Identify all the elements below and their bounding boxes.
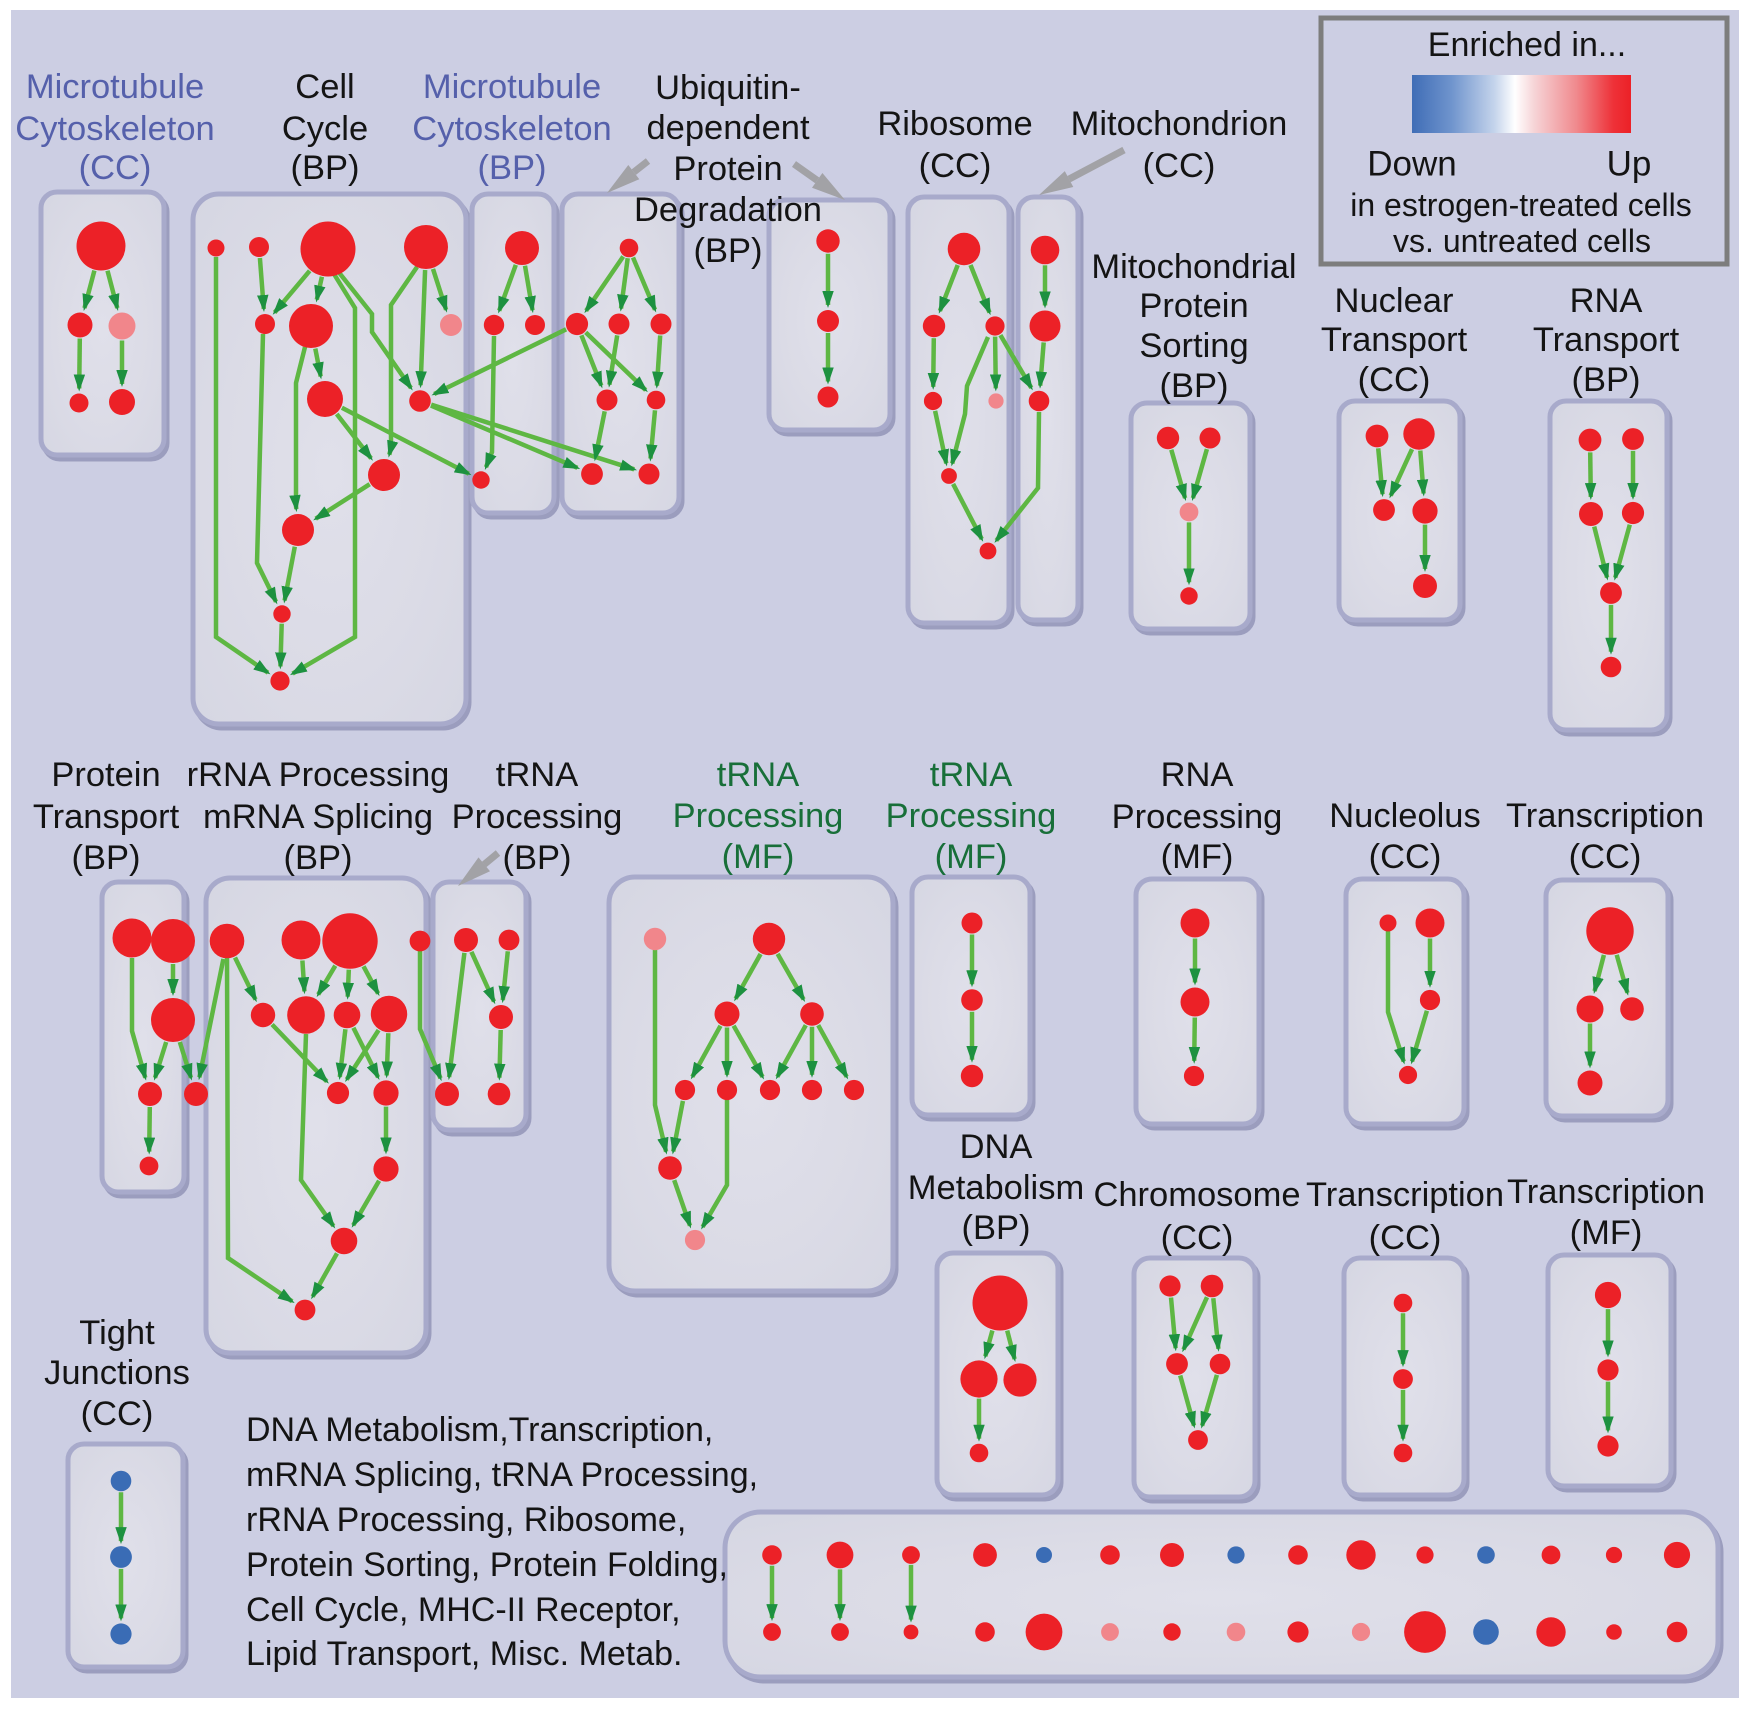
svg-text:(CC): (CC)	[1569, 838, 1642, 876]
svg-text:Cytoskeleton: Cytoskeleton	[15, 110, 214, 148]
svg-text:Microtubule: Microtubule	[26, 68, 204, 106]
svg-text:tRNA: tRNA	[717, 756, 799, 794]
svg-text:Transcription: Transcription	[1306, 1176, 1504, 1214]
svg-text:Ubiquitin-: Ubiquitin-	[655, 69, 801, 107]
svg-text:(BP): (BP)	[291, 149, 360, 187]
svg-text:(BP): (BP)	[694, 232, 763, 270]
svg-text:(CC): (CC)	[1143, 147, 1216, 185]
svg-text:(BP): (BP)	[503, 839, 572, 877]
svg-text:(BP): (BP)	[478, 149, 547, 187]
svg-text:RNA: RNA	[1570, 282, 1643, 320]
svg-text:DNA: DNA	[960, 1128, 1033, 1166]
svg-text:mRNA Splicing: mRNA Splicing	[203, 798, 433, 836]
svg-text:rRNA Processing: rRNA Processing	[187, 756, 450, 794]
svg-text:Ribosome: Ribosome	[877, 105, 1032, 143]
svg-text:dependent: dependent	[646, 109, 809, 147]
svg-text:Degradation: Degradation	[634, 191, 822, 229]
svg-text:Protein: Protein	[673, 150, 782, 188]
svg-text:(BP): (BP)	[72, 839, 141, 877]
svg-text:(CC): (CC)	[1358, 361, 1431, 399]
svg-text:Transport: Transport	[1533, 321, 1680, 359]
svg-text:Protein: Protein	[1139, 287, 1248, 325]
svg-text:(MF): (MF)	[1161, 838, 1234, 876]
svg-text:Lipid Transport, Misc. Metab.: Lipid Transport, Misc. Metab.	[246, 1635, 683, 1673]
svg-text:in estrogen-treated cells: in estrogen-treated cells	[1350, 187, 1692, 223]
svg-text:(CC): (CC)	[919, 147, 992, 185]
svg-text:(BP): (BP)	[1160, 367, 1229, 405]
svg-text:Junctions: Junctions	[44, 1354, 190, 1392]
svg-text:tRNA: tRNA	[496, 756, 578, 794]
svg-text:Cycle: Cycle	[282, 110, 368, 148]
svg-text:rRNA Processing, Ribosome,: rRNA Processing, Ribosome,	[246, 1501, 686, 1539]
svg-text:Down: Down	[1367, 145, 1456, 184]
svg-text:Transport: Transport	[33, 798, 180, 836]
svg-text:Cell: Cell	[295, 68, 354, 106]
svg-text:Nuclear: Nuclear	[1335, 282, 1454, 320]
svg-text:(MF): (MF)	[935, 838, 1008, 876]
svg-text:Protein: Protein	[51, 756, 160, 794]
svg-text:(MF): (MF)	[1570, 1214, 1643, 1252]
svg-text:vs. untreated cells: vs. untreated cells	[1393, 223, 1651, 259]
svg-text:Transport: Transport	[1321, 321, 1468, 359]
svg-text:Processing: Processing	[1112, 798, 1283, 836]
svg-text:mRNA Splicing, tRNA Processing: mRNA Splicing, tRNA Processing,	[246, 1456, 758, 1494]
svg-text:Processing: Processing	[673, 797, 844, 835]
svg-text:(BP): (BP)	[962, 1209, 1031, 1247]
svg-text:Nucleolus: Nucleolus	[1329, 797, 1481, 835]
svg-text:(CC): (CC)	[1161, 1219, 1234, 1257]
svg-text:tRNA: tRNA	[930, 756, 1012, 794]
svg-text:(CC): (CC)	[1369, 838, 1442, 876]
svg-text:Metabolism: Metabolism	[908, 1169, 1084, 1207]
svg-text:Microtubule: Microtubule	[423, 68, 601, 106]
svg-text:Processing: Processing	[886, 797, 1057, 835]
svg-text:DNA Metabolism,Transcription,: DNA Metabolism,Transcription,	[246, 1411, 713, 1449]
svg-text:Transcription: Transcription	[1506, 797, 1704, 835]
svg-text:(BP): (BP)	[1572, 361, 1641, 399]
svg-text:(CC): (CC)	[1369, 1219, 1442, 1257]
svg-text:Mitochondrion: Mitochondrion	[1071, 105, 1288, 143]
svg-text:Cell Cycle, MHC-II Receptor,: Cell Cycle, MHC-II Receptor,	[246, 1591, 681, 1629]
svg-text:(CC): (CC)	[81, 1395, 154, 1433]
svg-text:Protein Sorting, Protein Foldi: Protein Sorting, Protein Folding,	[246, 1546, 728, 1584]
svg-text:Cytoskeleton: Cytoskeleton	[412, 110, 611, 148]
svg-text:Chromosome: Chromosome	[1093, 1176, 1300, 1214]
svg-text:Tight: Tight	[79, 1314, 155, 1352]
svg-text:Sorting: Sorting	[1139, 327, 1248, 365]
svg-text:Processing: Processing	[452, 798, 623, 836]
svg-text:Mitochondrial: Mitochondrial	[1091, 248, 1296, 286]
svg-text:(BP): (BP)	[284, 839, 353, 877]
svg-text:(CC): (CC)	[79, 149, 152, 187]
svg-text:Enriched in...: Enriched in...	[1428, 26, 1626, 64]
svg-text:RNA: RNA	[1161, 756, 1234, 794]
svg-text:Up: Up	[1607, 145, 1652, 184]
svg-text:Transcription: Transcription	[1507, 1173, 1705, 1211]
svg-text:(MF): (MF)	[722, 838, 795, 876]
